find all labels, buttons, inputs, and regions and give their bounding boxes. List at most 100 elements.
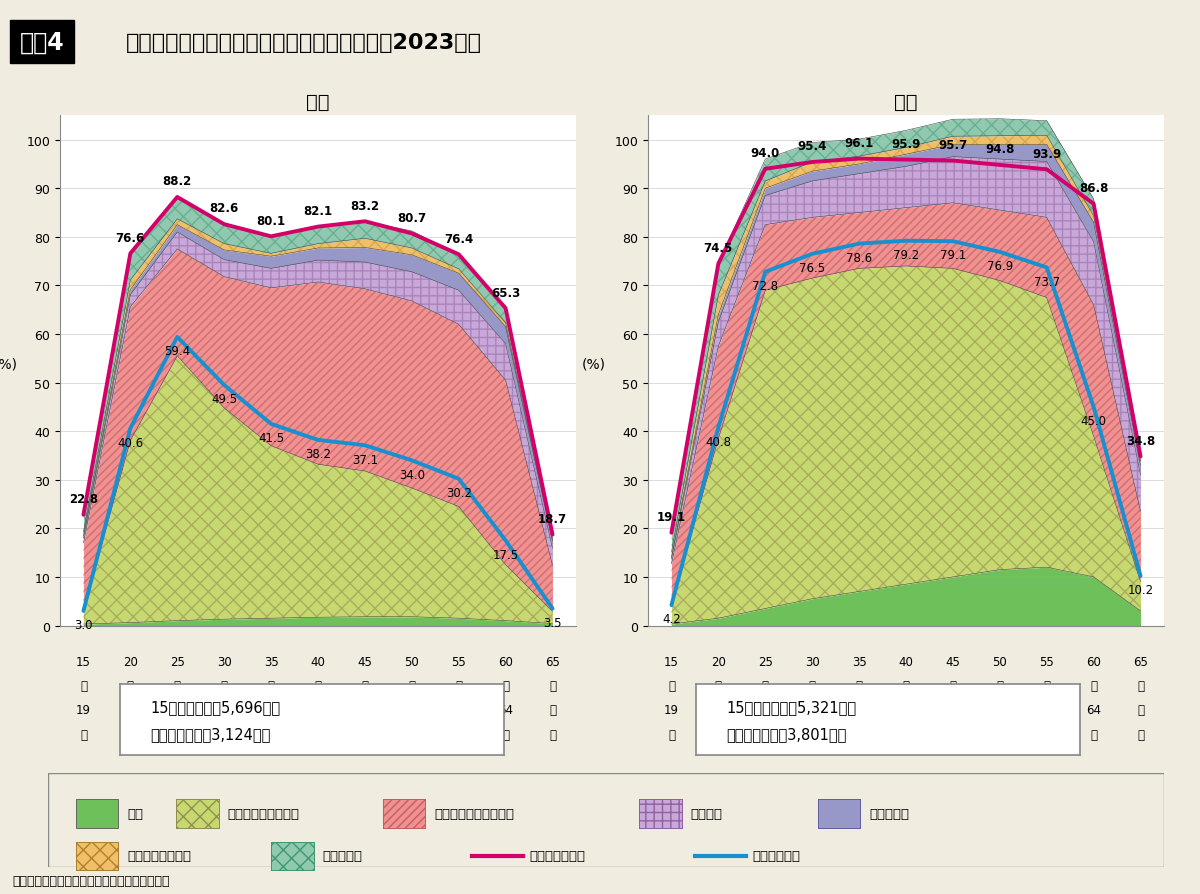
Text: 59.4: 59.4 <box>164 345 191 358</box>
Text: 64: 64 <box>1086 704 1102 716</box>
Text: 4.2: 4.2 <box>662 612 680 626</box>
Text: 54: 54 <box>404 704 419 716</box>
Text: 〜: 〜 <box>996 679 1003 692</box>
Text: 歳: 歳 <box>809 728 816 741</box>
Bar <box>818 799 860 828</box>
Text: 〜: 〜 <box>809 679 816 692</box>
Text: 〜: 〜 <box>902 679 910 692</box>
Text: 76.4: 76.4 <box>444 232 473 245</box>
Text: 出典＝内閣府「令和６年版男女共同参画白書」: 出典＝内閣府「令和６年版男女共同参画白書」 <box>12 874 169 887</box>
Text: 歳: 歳 <box>268 728 275 741</box>
Text: 64: 64 <box>498 704 514 716</box>
Text: 41.5: 41.5 <box>258 432 284 444</box>
Bar <box>76 842 119 870</box>
Text: 15: 15 <box>664 655 679 668</box>
Text: 73.7: 73.7 <box>1033 275 1060 289</box>
Bar <box>271 842 313 870</box>
Text: 39: 39 <box>264 704 278 716</box>
Text: 54: 54 <box>992 704 1007 716</box>
Text: 労働力人口比率: 労働力人口比率 <box>529 849 584 863</box>
Text: 37.1: 37.1 <box>352 453 378 466</box>
Text: 34: 34 <box>805 704 820 716</box>
Text: 65: 65 <box>545 655 560 668</box>
Text: 34: 34 <box>217 704 232 716</box>
Text: 正規雇用比率: 正規雇用比率 <box>752 849 800 863</box>
Text: 45: 45 <box>946 655 960 668</box>
Text: 以: 以 <box>1138 704 1144 716</box>
Bar <box>640 799 682 828</box>
Text: 〜: 〜 <box>762 679 769 692</box>
Text: 76.6: 76.6 <box>115 232 145 244</box>
Text: 45: 45 <box>358 655 372 668</box>
Text: 95.4: 95.4 <box>798 140 827 153</box>
Text: 非正規の職員・従業員: 非正規の職員・従業員 <box>434 807 514 820</box>
Text: 〜: 〜 <box>949 679 956 692</box>
Text: 19: 19 <box>76 704 91 716</box>
Y-axis label: (%): (%) <box>582 357 606 371</box>
Text: 歳: 歳 <box>408 728 415 741</box>
Text: 15歳以上人口：5,696万人: 15歳以上人口：5,696万人 <box>151 699 281 714</box>
Text: 就業状況別人口男割合（男女、年別齢階別・2023年）: 就業状況別人口男割合（男女、年別齢階別・2023年） <box>126 32 482 53</box>
Text: 30: 30 <box>805 655 820 668</box>
Text: 歳: 歳 <box>314 728 322 741</box>
Text: 歳: 歳 <box>174 728 181 741</box>
Text: 60: 60 <box>1086 655 1102 668</box>
Text: 〜: 〜 <box>127 679 134 692</box>
Text: 労働力人口　：3,801万人: 労働力人口 ：3,801万人 <box>727 727 847 741</box>
Text: 76.9: 76.9 <box>986 260 1013 273</box>
Text: 74.5: 74.5 <box>703 241 733 255</box>
Text: 18.7: 18.7 <box>538 512 568 526</box>
Text: 40.6: 40.6 <box>118 436 144 449</box>
Text: 59: 59 <box>451 704 466 716</box>
Text: 役員: 役員 <box>127 807 143 820</box>
Text: 自営業主: 自営業主 <box>691 807 722 820</box>
Text: 歳: 歳 <box>762 728 769 741</box>
Text: 15歳以上人口：5,321万人: 15歳以上人口：5,321万人 <box>727 699 857 714</box>
Text: 44: 44 <box>899 704 913 716</box>
Bar <box>176 799 218 828</box>
Text: 49: 49 <box>358 704 372 716</box>
Text: 76.5: 76.5 <box>799 262 826 274</box>
Text: 65.3: 65.3 <box>491 286 521 299</box>
Text: 80.7: 80.7 <box>397 212 426 224</box>
Text: 25: 25 <box>170 655 185 668</box>
Text: 20: 20 <box>710 655 726 668</box>
Text: 歳: 歳 <box>502 728 509 741</box>
Text: 19.1: 19.1 <box>656 510 686 523</box>
Bar <box>271 842 313 870</box>
Text: 24: 24 <box>710 704 726 716</box>
Text: 78.6: 78.6 <box>846 251 872 265</box>
Text: 歳: 歳 <box>361 728 368 741</box>
Text: 93.9: 93.9 <box>1032 148 1061 160</box>
Bar <box>383 799 425 828</box>
Bar <box>76 799 119 828</box>
Text: 〜: 〜 <box>502 679 509 692</box>
Text: 40: 40 <box>899 655 913 668</box>
Text: 72.8: 72.8 <box>752 280 779 292</box>
Text: 従業上の地位不詳: 従業上の地位不詳 <box>127 849 191 863</box>
Text: 〜: 〜 <box>455 679 462 692</box>
Text: 45.0: 45.0 <box>1081 415 1106 427</box>
Text: 17.5: 17.5 <box>492 548 518 561</box>
Text: 3.5: 3.5 <box>544 616 562 629</box>
Text: 95.9: 95.9 <box>892 138 920 151</box>
Text: 29: 29 <box>169 704 185 716</box>
Text: 96.1: 96.1 <box>845 137 874 149</box>
Text: 39: 39 <box>852 704 866 716</box>
Text: 29: 29 <box>757 704 773 716</box>
Text: 55: 55 <box>1039 655 1054 668</box>
Text: 歳: 歳 <box>1043 728 1050 741</box>
Text: 10.2: 10.2 <box>1128 584 1153 596</box>
Text: 〜: 〜 <box>361 679 368 692</box>
Text: 15: 15 <box>76 655 91 668</box>
Text: 歳: 歳 <box>1138 679 1144 692</box>
Text: 30: 30 <box>217 655 232 668</box>
Text: 80.1: 80.1 <box>257 215 286 227</box>
Bar <box>818 799 860 828</box>
Text: 歳: 歳 <box>902 728 910 741</box>
Text: 19: 19 <box>664 704 679 716</box>
Text: 50: 50 <box>992 655 1007 668</box>
Text: 〜: 〜 <box>314 679 322 692</box>
Text: 〜: 〜 <box>856 679 863 692</box>
Text: 24: 24 <box>122 704 138 716</box>
